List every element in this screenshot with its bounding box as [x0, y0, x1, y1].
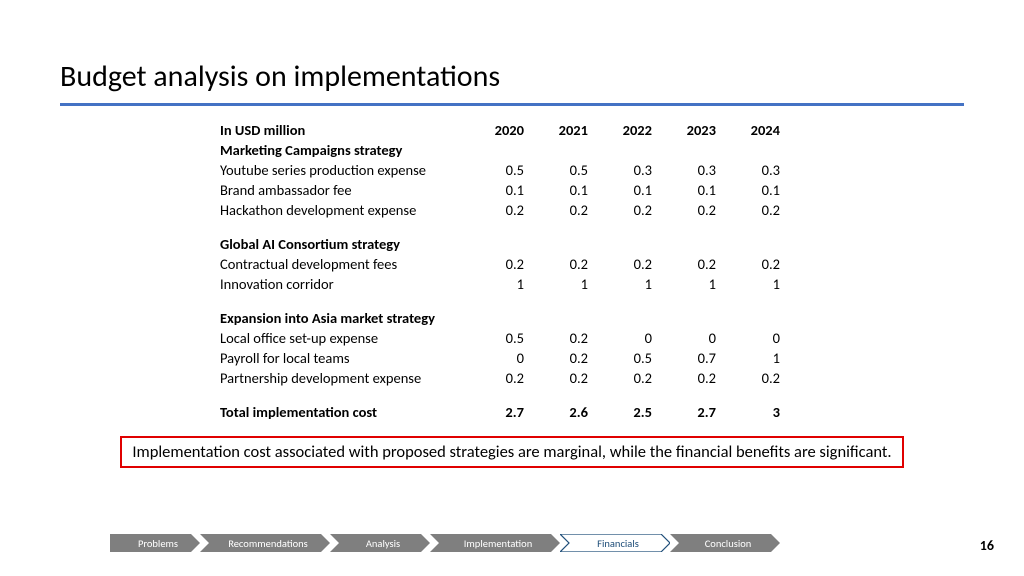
cell-value: 0.5	[588, 348, 652, 368]
callout-box: Implementation cost associated with prop…	[120, 436, 904, 468]
table-row: Hackathon development expense0.20.20.20.…	[220, 200, 780, 220]
cell-value: 0.7	[652, 348, 716, 368]
page-number: 16	[980, 537, 994, 554]
nav-chevron[interactable]: Conclusion	[670, 534, 780, 552]
budget-table: In USD million 2020 2021 2022 2023 2024 …	[220, 120, 780, 422]
total-value: 2.5	[588, 402, 652, 422]
bottom-nav: Problems Recommendations Analysis Implement…	[0, 534, 1024, 552]
nav-label: Financials	[597, 537, 639, 550]
row-label: Partnership development expense	[220, 368, 460, 388]
chevron-nav: Problems Recommendations Analysis Implement…	[110, 534, 780, 552]
table-row: Payroll for local teams00.20.50.71	[220, 348, 780, 368]
cell-value: 0.2	[716, 368, 780, 388]
section-name: Expansion into Asia market strategy	[220, 308, 780, 328]
table-row: Innovation corridor11111	[220, 274, 780, 294]
cell-value: 0.2	[588, 254, 652, 274]
nav-label: Conclusion	[705, 537, 752, 550]
section-header: Global AI Consortium strategy	[220, 234, 780, 254]
cell-value: 0.2	[588, 200, 652, 220]
cell-value: 1	[716, 348, 780, 368]
cell-value: 0.3	[652, 160, 716, 180]
cell-value: 1	[652, 274, 716, 294]
total-value: 2.7	[652, 402, 716, 422]
section-name: Global AI Consortium strategy	[220, 234, 780, 254]
table-row: Local office set-up expense0.50.2000	[220, 328, 780, 348]
cell-value: 0.2	[524, 200, 588, 220]
nav-label: Implementation	[464, 537, 532, 550]
total-row: Total implementation cost2.72.62.52.73	[220, 402, 780, 422]
total-value: 2.6	[524, 402, 588, 422]
cell-value: 0.2	[652, 254, 716, 274]
cell-value: 0.2	[524, 368, 588, 388]
total-label: Total implementation cost	[220, 402, 460, 422]
cell-value: 0.2	[524, 348, 588, 368]
nav-chevron[interactable]: Financials	[560, 534, 670, 552]
spacer-row	[220, 220, 780, 234]
cell-value: 0.2	[524, 254, 588, 274]
row-label: Hackathon development expense	[220, 200, 460, 220]
total-value: 3	[716, 402, 780, 422]
table-row: Partnership development expense0.20.20.2…	[220, 368, 780, 388]
cell-value: 0	[588, 328, 652, 348]
cell-value: 0	[460, 348, 524, 368]
cell-value: 0.2	[460, 254, 524, 274]
nav-chevron[interactable]: Analysis	[330, 534, 430, 552]
cell-value: 0.5	[524, 160, 588, 180]
year-col: 2020	[460, 120, 524, 140]
title-divider	[60, 103, 964, 106]
table-row: Youtube series production expense0.50.50…	[220, 160, 780, 180]
cell-value: 0.2	[588, 368, 652, 388]
section-header: Expansion into Asia market strategy	[220, 308, 780, 328]
row-label: Payroll for local teams	[220, 348, 460, 368]
page-title: Budget analysis on implementations	[60, 58, 964, 95]
cell-value: 0.2	[716, 254, 780, 274]
spacer-row	[220, 388, 780, 402]
total-value: 2.7	[460, 402, 524, 422]
cell-value: 0.2	[652, 368, 716, 388]
row-label: Local office set-up expense	[220, 328, 460, 348]
cell-value: 0.5	[460, 328, 524, 348]
cell-value: 0.2	[460, 200, 524, 220]
cell-value: 1	[460, 274, 524, 294]
year-col: 2023	[652, 120, 716, 140]
cell-value: 1	[524, 274, 588, 294]
cell-value: 1	[716, 274, 780, 294]
cell-value: 0.3	[716, 160, 780, 180]
year-col: 2021	[524, 120, 588, 140]
section-header: Marketing Campaigns strategy	[220, 140, 780, 160]
row-label: Youtube series production expense	[220, 160, 460, 180]
cell-value: 0	[716, 328, 780, 348]
cell-value: 0.1	[652, 180, 716, 200]
row-label: Innovation corridor	[220, 274, 460, 294]
section-name: Marketing Campaigns strategy	[220, 140, 780, 160]
cell-value: 0.3	[588, 160, 652, 180]
cell-value: 0	[652, 328, 716, 348]
cell-value: 0.1	[524, 180, 588, 200]
table-row: Contractual development fees0.20.20.20.2…	[220, 254, 780, 274]
nav-chevron[interactable]: Recommendations	[200, 534, 330, 552]
nav-chevron[interactable]: Implementation	[430, 534, 560, 552]
slide: Budget analysis on implementations In US…	[0, 0, 1024, 576]
year-col: 2024	[716, 120, 780, 140]
cell-value: 0.1	[716, 180, 780, 200]
cell-value: 0.2	[716, 200, 780, 220]
nav-label: Analysis	[366, 537, 400, 550]
nav-label: Recommendations	[228, 537, 308, 550]
nav-label: Problems	[138, 537, 178, 550]
row-label: Contractual development fees	[220, 254, 460, 274]
table-header-row: In USD million 2020 2021 2022 2023 2024	[220, 120, 780, 140]
cell-value: 0.2	[652, 200, 716, 220]
cell-value: 0.1	[460, 180, 524, 200]
header-label: In USD million	[220, 120, 460, 140]
cell-value: 0.2	[524, 328, 588, 348]
table-row: Brand ambassador fee0.10.10.10.10.1	[220, 180, 780, 200]
cell-value: 0.5	[460, 160, 524, 180]
row-label: Brand ambassador fee	[220, 180, 460, 200]
spacer-row	[220, 294, 780, 308]
cell-value: 1	[588, 274, 652, 294]
nav-chevron[interactable]: Problems	[110, 534, 200, 552]
cell-value: 0.2	[460, 368, 524, 388]
cell-value: 0.1	[588, 180, 652, 200]
year-col: 2022	[588, 120, 652, 140]
